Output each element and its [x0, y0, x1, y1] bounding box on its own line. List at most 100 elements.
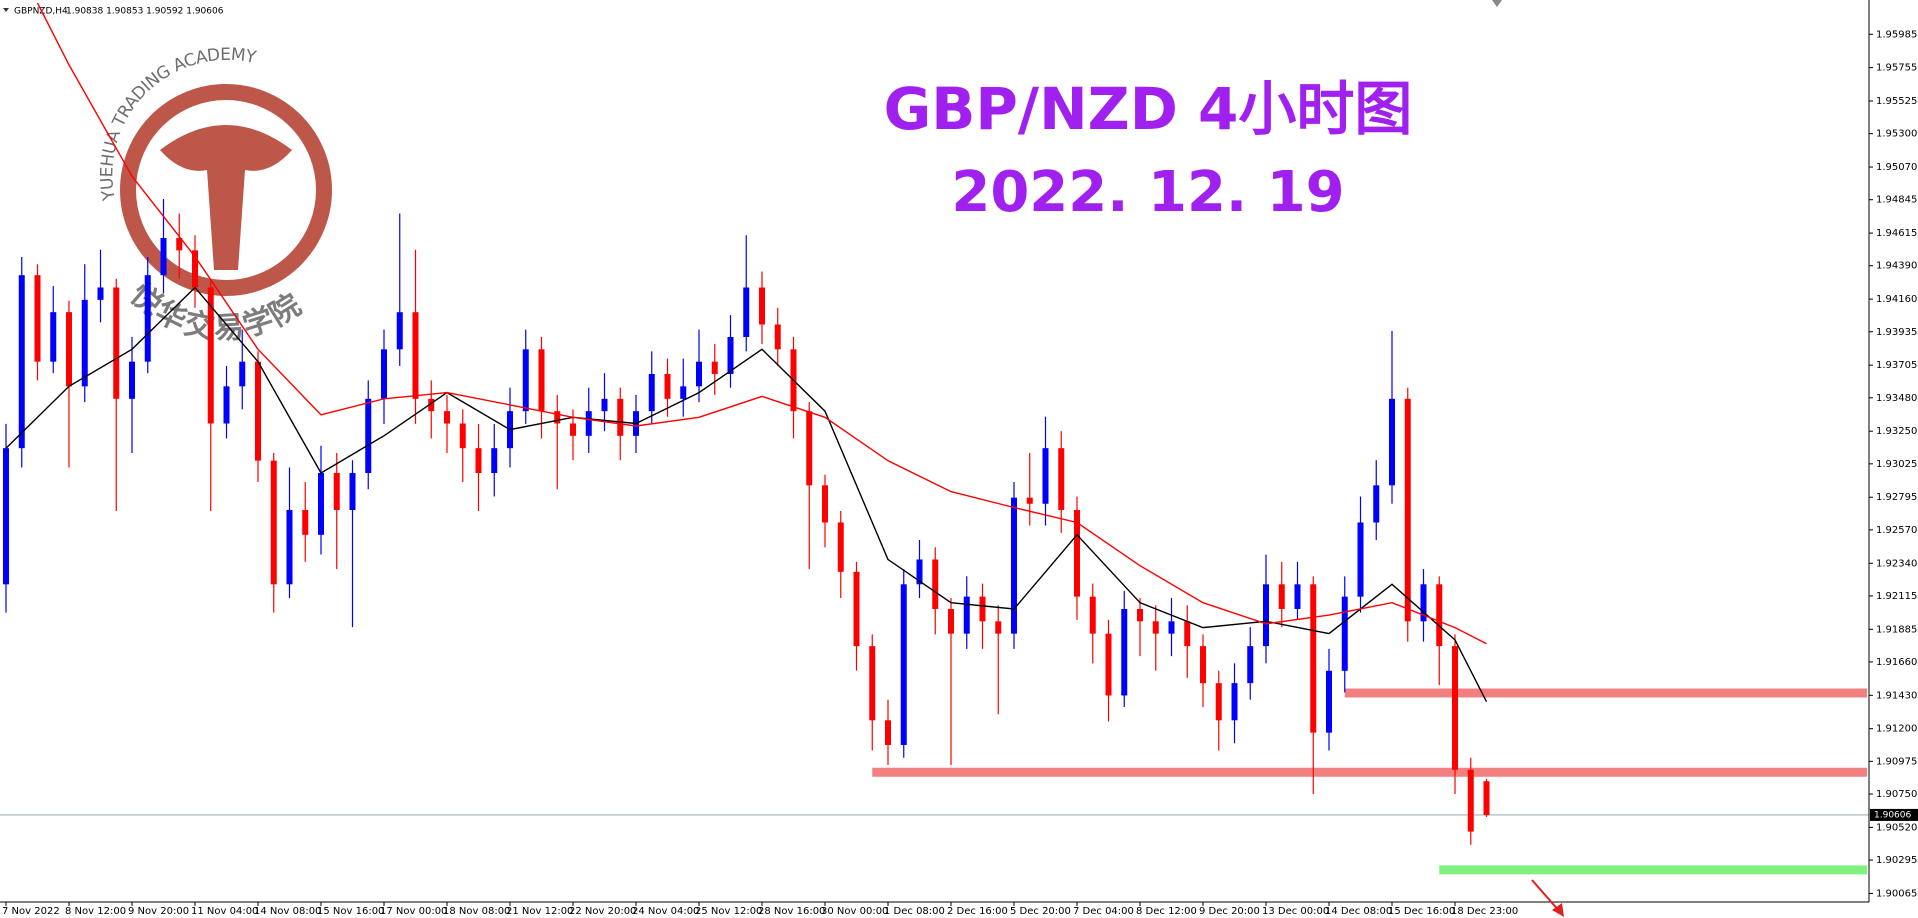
y-tick-label: 1.90975: [1876, 756, 1917, 767]
candle-body: [680, 386, 687, 399]
y-tick-label: 1.93025: [1876, 459, 1917, 470]
candle-body: [1200, 646, 1206, 684]
candle-body: [1184, 621, 1191, 647]
candle-body: [979, 596, 986, 622]
candle-body: [286, 509, 293, 585]
logo-emblem: [160, 125, 292, 270]
x-tick-label: 1 Dec 08:00: [884, 906, 945, 917]
arrow-head: [1552, 903, 1564, 917]
y-tick-label: 1.92570: [1876, 525, 1917, 536]
candle-body: [932, 559, 939, 609]
candle-body: [81, 299, 88, 387]
candle-body: [396, 312, 403, 350]
candle-body: [1231, 683, 1238, 721]
candle-body: [601, 398, 608, 412]
x-tick-label: 18 Dec 23:00: [1451, 906, 1518, 917]
y-tick-label: 1.90520: [1876, 822, 1917, 833]
y-tick-label: 1.92340: [1876, 558, 1917, 569]
chart-title: GBP/NZD 4小时图: [884, 75, 1413, 143]
y-tick-label: 1.90065: [1876, 888, 1917, 899]
y-tick-label: 1.91660: [1876, 657, 1917, 668]
candle-body: [459, 423, 466, 449]
x-tick-label: 30 Nov 00:00: [821, 906, 888, 917]
plot: [0, 2, 1869, 875]
candle-body: [302, 509, 309, 535]
candle-body: [349, 472, 356, 510]
candle-body: [1105, 633, 1112, 696]
candle-body: [774, 324, 781, 350]
candle-body: [1341, 596, 1348, 671]
x-tick-label: 9 Dec 20:00: [1199, 906, 1260, 917]
candle-body: [1247, 646, 1254, 684]
candle-body: [727, 336, 734, 375]
candle-body: [1389, 398, 1395, 486]
candle-body: [239, 361, 246, 387]
candle-body: [444, 411, 450, 424]
candle-body: [853, 571, 860, 647]
candle-body: [1168, 621, 1175, 634]
candle-body: [365, 398, 372, 473]
candle-body: [1137, 608, 1143, 622]
candle-body: [1294, 584, 1301, 609]
x-tick-label: 15 Dec 16:00: [1388, 906, 1455, 917]
candle-body: [822, 485, 828, 523]
candle-body: [1011, 497, 1017, 634]
x-tick-label: 2 Dec 16:00: [947, 906, 1008, 917]
x-tick-label: 8 Nov 12:00: [65, 906, 126, 917]
y-tick-label: 1.94845: [1876, 195, 1917, 206]
ohlc-text: 1.90838 1.90853 1.90592 1.90606: [66, 7, 224, 17]
scroll-marker[interactable]: [1492, 0, 1502, 7]
candle-body: [1357, 522, 1364, 597]
candle-body: [570, 423, 576, 436]
candle-body: [50, 312, 57, 362]
candle-body: [1373, 485, 1380, 523]
y-tick-label: 1.95300: [1876, 129, 1917, 140]
candle-body: [1326, 670, 1332, 733]
candle-body: [806, 411, 813, 486]
candle-body: [207, 287, 214, 424]
x-tick-label: 7 Dec 04:00: [1073, 906, 1134, 917]
candle-body: [1058, 448, 1065, 510]
menu-icon[interactable]: [3, 8, 9, 12]
candle-body: [1026, 497, 1033, 504]
candle-body: [3, 448, 9, 585]
moving-average: [36, 2, 1487, 645]
candle-body: [538, 349, 545, 412]
candle-body: [1089, 596, 1096, 634]
x-tick-label: 11 Nov 04:00: [191, 906, 258, 917]
price-label-box: [1870, 808, 1918, 821]
candle-body: [900, 584, 907, 745]
candle-body: [255, 361, 261, 461]
candle-body: [223, 386, 230, 424]
candle-body: [696, 361, 702, 387]
candle-body: [1420, 584, 1427, 622]
y-tick-label: 1.95070: [1876, 162, 1917, 173]
candle-body: [412, 312, 419, 399]
candle-body: [837, 522, 844, 572]
moving-average: [5, 286, 1488, 703]
x-tick-label: 14 Dec 08:00: [1325, 906, 1392, 917]
logo-ring: [120, 84, 332, 296]
y-tick-label: 1.95755: [1876, 63, 1917, 74]
candle-body: [192, 250, 198, 288]
y-tick-label: 1.94160: [1876, 294, 1917, 305]
y-tick-label: 1.90750: [1876, 789, 1917, 800]
candle-body: [318, 472, 324, 535]
x-tick-label: 9 Nov 20:00: [128, 906, 189, 917]
y-tick-label: 1.93480: [1876, 393, 1917, 404]
y-tick-label: 1.93250: [1876, 426, 1917, 437]
y-tick-label: 1.95985: [1876, 29, 1917, 40]
chart-subtitle: 2022. 12. 19: [951, 160, 1344, 225]
candle-body: [743, 287, 750, 337]
candle-body: [885, 720, 891, 745]
x-tick-label: 22 Nov 20:00: [569, 906, 636, 917]
candle-body: [1467, 769, 1474, 832]
candle-body: [948, 608, 954, 634]
candle-body: [18, 275, 25, 449]
x-tick-label: 7 Nov 2022: [2, 906, 60, 917]
candle-body: [1310, 584, 1317, 733]
candle-body: [113, 287, 120, 399]
candle-body: [522, 349, 529, 412]
candle-body: [1152, 621, 1159, 634]
